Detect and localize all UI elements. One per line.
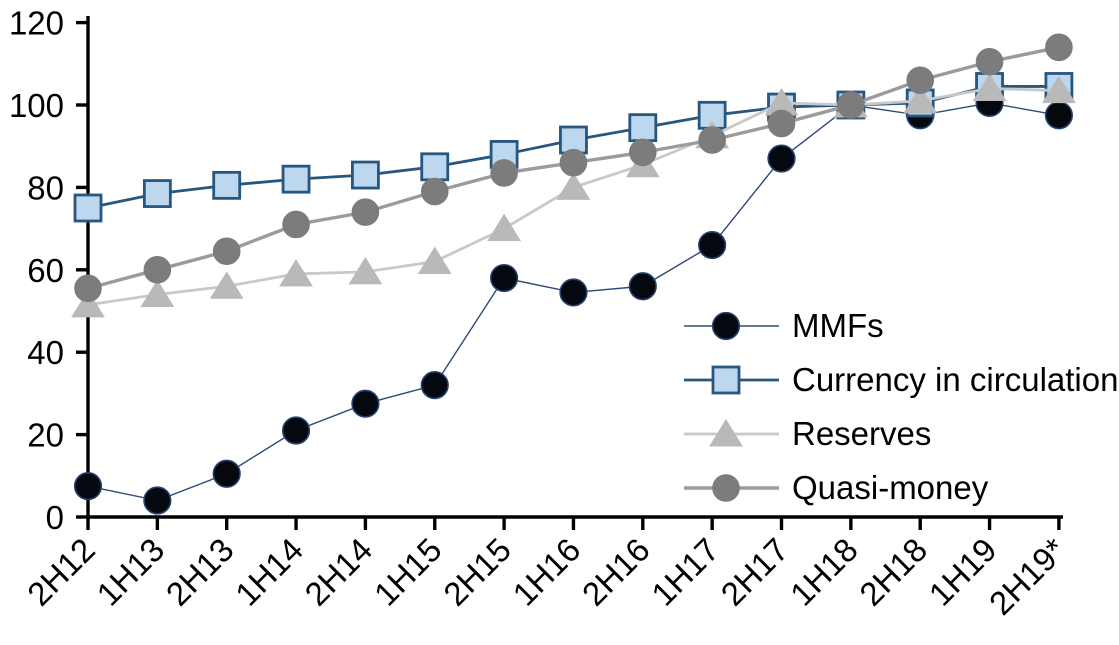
reserves-legend-key-icon (684, 419, 779, 447)
reserves-marker (1042, 75, 1076, 104)
quasi-money-legend-key-icon (684, 474, 779, 502)
mmfs-marker (1044, 101, 1073, 130)
mmfs-marker (351, 389, 380, 418)
quasi-money-marker (420, 177, 449, 206)
mmfs-marker (212, 459, 241, 488)
mmfs-marker (628, 272, 657, 301)
quasi-money-marker (975, 47, 1004, 76)
x-tick-label: 2H14 (297, 531, 379, 613)
reserves-marker (709, 419, 743, 447)
x-tick-label: 1H18 (783, 531, 865, 613)
series-quasi-money (74, 33, 1073, 303)
currency-legend-key-icon (684, 365, 779, 395)
quasi-money-marker (767, 109, 796, 138)
x-tick-label: 1H13 (89, 531, 171, 613)
y-tick-labels: 0 20 40 60 80 100 120 (9, 5, 64, 536)
mmfs-marker (559, 278, 588, 307)
mmfs-marker (143, 486, 172, 515)
mmfs-marker (490, 263, 519, 293)
legend: MMFs Currency in circulation Reserves Qu… (682, 306, 1118, 522)
y-tick-label: 80 (27, 169, 64, 206)
x-tick-label: 1H14 (228, 531, 310, 613)
x-tick-label: 2H16 (575, 531, 657, 613)
reserves-marker (209, 271, 244, 299)
axes (76, 16, 1063, 530)
reserves-marker (140, 279, 175, 308)
legend-item-quasi-money: Quasi-money (682, 468, 1118, 508)
quasi-money-marker (906, 66, 935, 95)
reserves-marker (71, 289, 105, 318)
quasi-money-marker (282, 210, 310, 239)
mmfs-marker (767, 144, 796, 173)
legend-label-mmfs: MMFs (792, 307, 884, 344)
x-tick-label: 2H17 (714, 531, 796, 613)
x-tick-label: 2H15 (436, 531, 518, 613)
mmfs-marker (420, 371, 449, 400)
currency-in-circulation-marker (350, 160, 380, 190)
legend-label-reserves: Reserves (792, 415, 932, 452)
reserves-marker (279, 258, 313, 287)
quasi-money-marker (212, 237, 241, 266)
reserves-marker (556, 172, 591, 200)
quasi-money-marker (490, 159, 518, 187)
quasi-money-marker (712, 474, 740, 502)
y-tick-label: 100 (9, 87, 64, 124)
quasi-money-marker (1045, 33, 1073, 62)
reserves-marker (348, 256, 383, 285)
legend-item-mmfs: MMFs (682, 306, 1118, 346)
legend-item-currency-in-circulation: Currency in circulation (682, 360, 1118, 400)
mmfs-marker (698, 230, 727, 260)
y-tick-label: 60 (27, 252, 64, 289)
reserves-marker (487, 213, 521, 242)
x-tick-label: 2H13 (159, 531, 241, 613)
x-tick-label: 1H15 (367, 531, 449, 613)
quasi-money-marker (143, 256, 172, 284)
mmfs-marker (281, 416, 311, 445)
x-tick-label: 2H18 (852, 531, 934, 613)
mmfs-marker (711, 311, 741, 341)
reserves-marker (972, 73, 1007, 102)
currency-in-circulation-marker (711, 365, 741, 395)
currency-in-circulation-marker (73, 193, 103, 223)
legend-label-currency-in-circulation: Currency in circulation (792, 361, 1119, 398)
quasi-money-marker (559, 148, 588, 177)
y-tick-label: 0 (46, 499, 64, 536)
y-tick-label: 120 (9, 5, 64, 42)
x-tick-label: 1H17 (644, 531, 726, 613)
x-tick-labels: 2H121H132H131H142H141H152H151H162H161H17… (20, 531, 1073, 622)
legend-label-quasi-money: Quasi-money (792, 469, 989, 506)
reserves-marker (903, 85, 938, 114)
currency-in-circulation-marker (281, 164, 311, 194)
reserves-marker (417, 246, 452, 275)
y-tick-label: 20 (27, 417, 64, 454)
quasi-money-marker (629, 138, 657, 167)
x-tick-label: 1H16 (505, 531, 587, 613)
quasi-money-marker (351, 198, 380, 226)
mmfs-legend-key-icon (684, 311, 779, 341)
x-tick-label: 2H19* (982, 531, 1073, 622)
legend-item-reserves: Reserves (682, 414, 1118, 454)
mmfs-marker (73, 472, 103, 501)
currency-in-circulation-marker (628, 113, 658, 143)
quasi-money-marker (837, 91, 865, 119)
x-tick-label: 2H12 (20, 531, 102, 613)
y-tick-label: 40 (27, 334, 64, 371)
quasi-money-marker (74, 274, 102, 303)
currency-in-circulation-marker (212, 170, 242, 200)
currency-in-circulation-marker (420, 152, 450, 182)
quasi-money-marker (698, 126, 726, 154)
currency-in-circulation-marker (142, 179, 172, 208)
